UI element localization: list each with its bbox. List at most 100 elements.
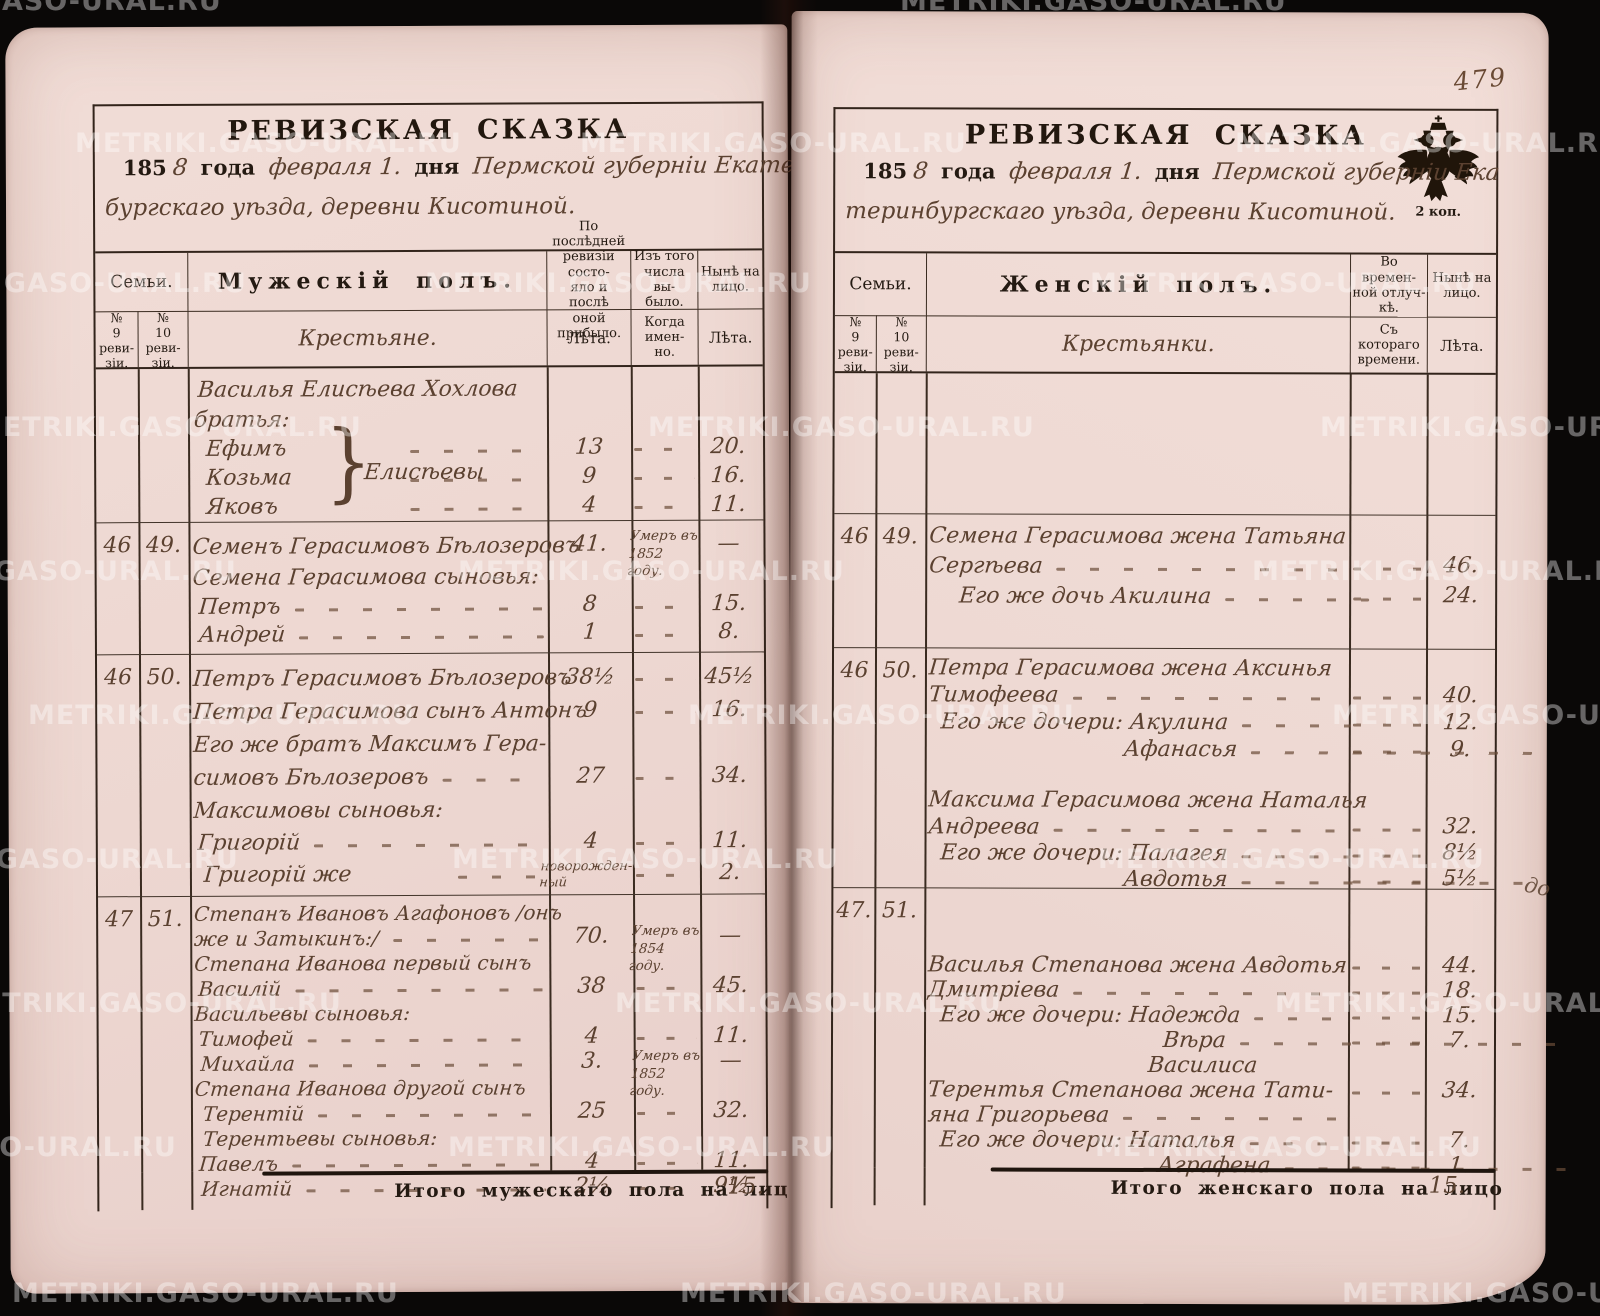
age-now: 46.	[1442, 553, 1480, 579]
age-now: 15.	[1440, 1002, 1479, 1028]
ditto-dashes	[307, 1038, 544, 1043]
ditto-dashes	[1056, 567, 1340, 571]
record-line: Семена Герасимова жена Татьяна	[928, 522, 1348, 549]
family-no-9th-revision: 46	[840, 658, 869, 684]
col-family: Семьи.	[849, 274, 912, 295]
record-line: Яковъ 4 11.	[192, 491, 747, 522]
col-family: Семьи.	[110, 271, 173, 293]
ditto-dashes	[1353, 597, 1424, 601]
age-now: 5½	[1441, 866, 1479, 892]
age-last-revision: 8	[581, 591, 598, 617]
table-footer-left: Итого мужескаго пола на лицо 15.	[99, 1169, 803, 1215]
family-no-9th-revision: 46	[103, 533, 132, 559]
col-years-now: Лѣта.	[697, 308, 763, 365]
record-line: Терентій 25 32.	[195, 1097, 750, 1126]
table-body-left: } Елисѣевы Василья Елисѣева Хохлова брат…	[96, 366, 767, 1202]
age-now: 18.	[1441, 977, 1479, 1003]
newborn-note: новорожден- ный	[538, 858, 633, 891]
record-line: Василья Елисѣева Хохлова	[196, 375, 519, 403]
handwritten-year-digit: 8	[171, 154, 189, 181]
col-temporary-absence: Во времен- ной отлуч- кѣ.	[1349, 254, 1428, 317]
age-last-revision: 13	[574, 434, 605, 460]
ditto-dashes	[1352, 991, 1423, 995]
column-rule-stub	[141, 1172, 143, 1211]
ditto-dashes	[1352, 853, 1423, 858]
family-no-9th-revision: 47.	[836, 898, 872, 924]
age-now: 12.	[1441, 709, 1479, 735]
age-now: 45½	[703, 663, 755, 689]
record-line: Петръ 8 15.	[193, 591, 748, 621]
ditto-dashes	[1351, 1091, 1422, 1095]
record-line: Максима Герасимова жена Наталья	[927, 787, 1369, 814]
place-line: бургскаго уѣзда, деревни Кисотиной.	[104, 193, 576, 222]
census-form-left: РЕВИЗСКАЯ СКАЗКА 185 8 года февраля 1. дн…	[92, 101, 840, 1212]
ditto-dashes	[294, 606, 544, 611]
ditto-dashes	[1123, 1116, 1338, 1121]
footer-rule	[262, 1169, 769, 1176]
age-now: 44.	[1441, 952, 1479, 978]
age-now: 32.	[712, 1097, 750, 1123]
record-line: симовъ Бѣлозеровъ 27 34.	[192, 760, 748, 795]
record-line: Афанасья 9.	[929, 735, 1544, 764]
death-note: Умеръ въ 1854 году.	[628, 922, 701, 975]
record-line: Петра Герасимова сынъ Антонъ 9 16.	[192, 694, 748, 729]
ditto-dashes	[410, 507, 538, 511]
col-class-peasants: Крестьянки.	[925, 315, 1350, 373]
col-years: Лѣта.	[1426, 316, 1496, 373]
family-record: 46 49. Семенъ Герасимовъ Бѣлозеровъ 41. Ум…	[96, 519, 764, 655]
age-now: 45.	[711, 972, 749, 998]
record-line: Дмитріева 18.	[927, 977, 1478, 1003]
ditto-dashes	[635, 677, 696, 682]
ditto-dashes	[1254, 1017, 1351, 1021]
ditto-dashes	[1352, 879, 1423, 884]
ditto-dashes	[634, 505, 695, 510]
age-now: 34.	[710, 762, 749, 788]
col-male-sex: Мужескій полъ.	[187, 251, 547, 311]
record-line	[928, 894, 1348, 953]
ditto-dashes	[635, 873, 696, 878]
age-now: 15.	[710, 590, 748, 617]
age-last-revision: 4	[582, 828, 599, 854]
age-now: 40.	[1441, 682, 1480, 708]
printed-year: 185	[122, 155, 167, 181]
ditto-dashes	[1352, 750, 1423, 754]
ditto-dashes	[1352, 827, 1423, 832]
record-line: Михайла 3. Умеръ въ 1852 году. —	[195, 1048, 743, 1100]
age-last-revision: 25	[576, 1098, 608, 1124]
imperial-eagle-icon	[1397, 115, 1480, 202]
record-line: Тимофей 4 11.	[195, 1022, 750, 1051]
record-line: Его же дочь Акилина 24.	[929, 580, 1479, 611]
age-last-revision: 38	[576, 973, 607, 999]
age-now: 16.	[710, 696, 748, 722]
record-line: Его же дочери: Акулина 12.	[929, 708, 1479, 736]
age-last-revision: 38½	[564, 664, 616, 690]
record-line: Его же дочери: Палагея 8½	[928, 839, 1478, 866]
left-page: РЕВИЗСКАЯ СКАЗКА 185 8 года февраля 1. дн…	[5, 24, 840, 1294]
death-note: Умеръ въ 1852 году.	[626, 527, 699, 580]
record-line: Его же дочери: Надежда 15.	[928, 1002, 1478, 1028]
record-line: Петра Герасимова жена Аксинья	[927, 655, 1333, 682]
age-now: 9.	[1448, 736, 1472, 762]
record-line: яна Григорьева	[927, 1102, 1348, 1128]
ditto-dashes	[634, 476, 695, 481]
ditto-dashes	[636, 1036, 697, 1040]
age-last-revision: 70.	[572, 923, 610, 949]
watermark-text: METRIKI.GASO-URAL.RU	[0, 0, 222, 17]
page-number: 479	[1452, 62, 1509, 97]
record-line: Григорій же новорожден- ный 2.	[194, 857, 742, 892]
table-header-right: Семьи. Женскій полъ. Во времен- ной отлу…	[834, 251, 1497, 375]
total-value: 15.	[727, 1173, 764, 1200]
page-title: РЕВИЗСКАЯ СКАЗКА	[964, 119, 1367, 152]
family-record: 47. 51. Василья Степанова жена Авдотья 44…	[832, 887, 1573, 1190]
table-footer-right: Итого женскаго пола на лицо 15.	[833, 1167, 1503, 1214]
record-line: Сергѣева 46.	[928, 550, 1479, 581]
form-header-right: РЕВИЗСКАЯ СКАЗКА 185 8 года февраля 1. дн…	[835, 109, 1500, 253]
family-no-9th-revision: 46	[840, 524, 869, 550]
ditto-dashes	[637, 1161, 698, 1165]
col-departed: Изъ того числа вы- было.	[630, 249, 698, 310]
col-revision-10: № 10 реви- зіи.	[875, 314, 926, 374]
ditto-dashes	[1352, 723, 1423, 727]
ditto-dashes	[1351, 1041, 1422, 1045]
col-years: Лѣта.	[546, 308, 631, 366]
